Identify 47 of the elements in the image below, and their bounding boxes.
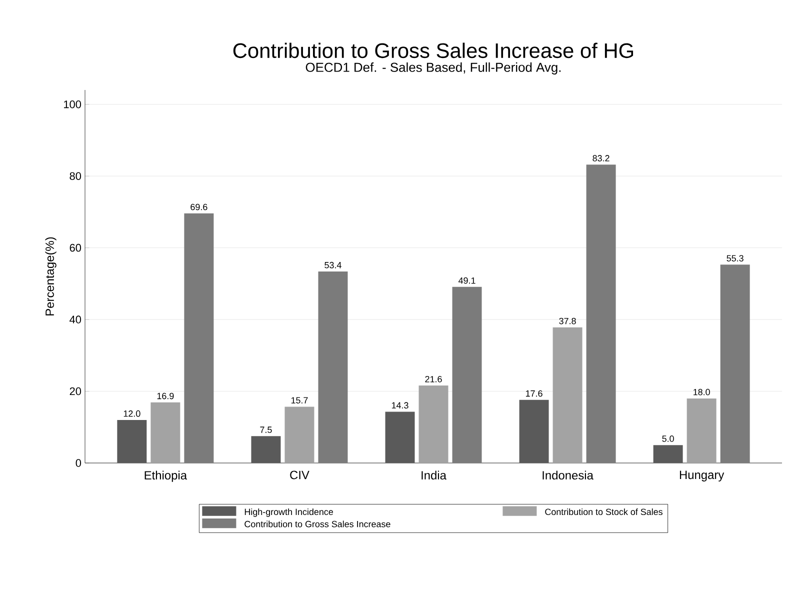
bar: [284, 406, 314, 463]
y-tick-label: 0: [76, 459, 82, 467]
bar: [251, 436, 281, 463]
data-label: 21.6: [425, 376, 442, 382]
legend-label: Contribution to Stock of Sales: [545, 508, 662, 516]
data-label: 14.3: [392, 402, 408, 409]
y-tick-label: 40: [70, 316, 82, 324]
legend-label: High-growth Incidence: [244, 508, 333, 517]
y-tick-label: 60: [70, 244, 82, 252]
legend-label: Contribution to Gross Sales Increase: [244, 520, 390, 528]
bar: [318, 271, 348, 463]
y-tick-label: 80: [70, 172, 82, 180]
bar: [720, 264, 750, 463]
bar: [117, 420, 147, 463]
chart-title: Contribution to Gross Sales Increase of HG: [233, 42, 634, 58]
data-label: 55.3: [726, 255, 744, 262]
data-label: 83.2: [592, 155, 610, 162]
data-label: 5.0: [662, 436, 674, 442]
bar: [418, 386, 448, 463]
x-tick-label: CIV: [290, 470, 310, 480]
x-tick-label: Ethiopia: [144, 470, 188, 482]
data-label: 69.6: [190, 204, 208, 210]
data-label: 12.0: [124, 410, 140, 417]
x-tick-label: India: [422, 470, 446, 480]
bar: [686, 398, 716, 463]
data-label: 7.5: [260, 426, 272, 433]
chart-subtitle: OECD1 Def. - Sales Based, Full-Period Avg.: [306, 62, 561, 74]
x-tick-label: Hungary: [680, 470, 724, 482]
bar: [586, 164, 616, 463]
bar: [385, 412, 415, 463]
y-tick-label: 100: [64, 100, 82, 108]
data-label: 49.1: [458, 277, 476, 284]
y-tick-label: 20: [70, 387, 82, 396]
data-label: 18.0: [694, 388, 710, 396]
bar: [519, 400, 549, 463]
bar: [184, 213, 214, 463]
data-label: 53.4: [324, 262, 342, 268]
bar: [552, 327, 582, 463]
bar: [150, 402, 180, 463]
x-tick-label: Indonesia: [542, 470, 594, 480]
bar: [653, 445, 683, 463]
data-label: 16.9: [157, 392, 174, 400]
data-label: 15.7: [291, 397, 308, 404]
y-axis-title: Percentage(%): [45, 237, 56, 316]
data-label: 17.6: [526, 390, 542, 397]
data-label: 37.8: [559, 318, 576, 324]
bar: [452, 286, 482, 463]
